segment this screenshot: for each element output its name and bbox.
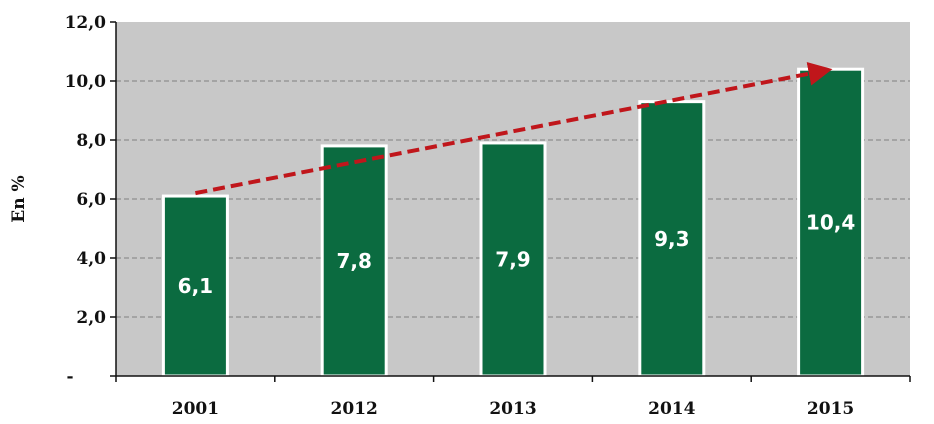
y-tick-labels: - 2,0 4,0 6,0 8,0 10,0 12,0 xyxy=(65,13,107,387)
bar-2012 xyxy=(320,144,388,378)
axes xyxy=(110,21,911,382)
bar-value-label: 6,1 xyxy=(178,274,213,298)
bar-value-label: 10,4 xyxy=(806,211,855,235)
bars xyxy=(161,67,865,378)
bar-value-label: 9,3 xyxy=(654,227,689,251)
y-tick-label: 8,0 xyxy=(76,131,106,151)
bar-2013 xyxy=(479,141,547,378)
x-tick-label: 2001 xyxy=(172,399,219,419)
x-tick-label: 2015 xyxy=(807,399,854,419)
x-tick-label: 2012 xyxy=(331,399,378,419)
bar-2001 xyxy=(161,194,229,378)
y-tick-label: - xyxy=(66,367,73,387)
y-tick-label: 10,0 xyxy=(65,72,107,92)
x-tick-labels: 2001 2012 2013 2014 2015 xyxy=(172,399,855,419)
y-tick-label: 12,0 xyxy=(65,13,107,33)
bar-labels: 6,1 7,8 7,9 9,3 10,4 xyxy=(178,211,856,298)
bar-value-label: 7,9 xyxy=(495,247,530,271)
bar-value-label: 7,8 xyxy=(336,249,371,273)
y-tick-label: 2,0 xyxy=(76,308,106,328)
y-tick-label: 6,0 xyxy=(76,190,106,210)
y-tick-label: 4,0 xyxy=(76,249,106,269)
bar-2015 xyxy=(797,67,865,378)
x-tick-label: 2013 xyxy=(489,399,536,419)
x-tick-label: 2014 xyxy=(648,399,695,419)
y-axis-label: En % xyxy=(9,175,29,222)
bar-2014 xyxy=(638,100,706,378)
